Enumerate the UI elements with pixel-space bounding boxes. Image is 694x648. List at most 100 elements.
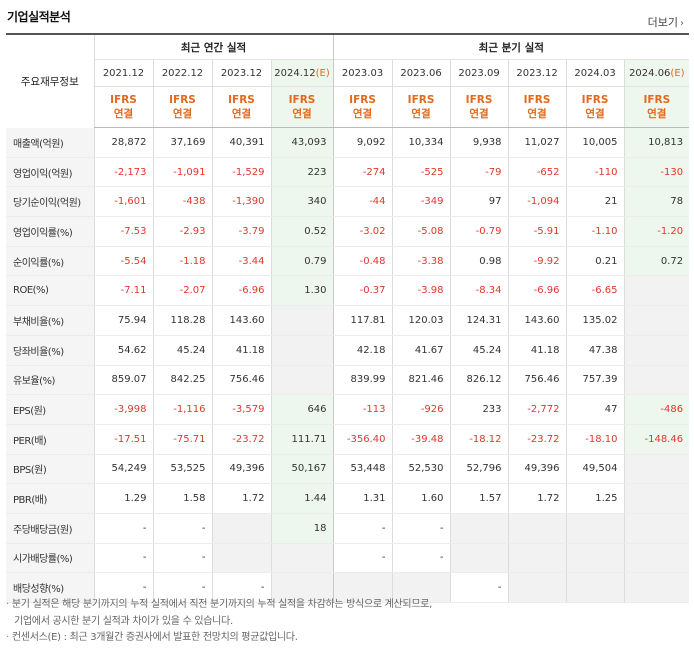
table-cell: 135.02 <box>565 305 625 336</box>
table-cell: -486 <box>623 394 690 425</box>
table-cell: 10,005 <box>565 127 625 158</box>
ifrs-cell: IFRS 연결 <box>152 86 212 128</box>
table-cell: -3.79 <box>211 216 271 247</box>
table-cell: -8.34 <box>449 275 509 307</box>
table-cell: - <box>93 512 153 544</box>
table-cell: - <box>152 512 212 544</box>
table-cell: -6.96 <box>211 275 271 307</box>
table-cell: 117.81 <box>332 305 393 336</box>
table-cell <box>623 512 690 544</box>
table-cell: 11,027 <box>507 127 567 158</box>
header-group-row: 주요재무정보 최근 연간 실적 최근 분기 실적 <box>6 33 690 128</box>
table-cell: -1,601 <box>93 186 153 218</box>
more-link[interactable]: 더보기 › <box>648 14 684 30</box>
table-cell: -5.91 <box>507 216 567 247</box>
table-cell: 53,448 <box>332 454 393 485</box>
period-header: 2023.12 <box>211 59 271 87</box>
table-cell: - <box>93 572 153 603</box>
table-row: 시가배당률(%) - - - - <box>6 543 690 574</box>
table-cell: - <box>391 543 451 574</box>
period-header: 2024.03 <box>565 59 625 87</box>
row-label: PBR(배) <box>6 483 94 514</box>
table-cell: -3,998 <box>93 394 153 425</box>
period-header: 2023.09 <box>449 59 509 87</box>
table-row: PER(배) -17.51 -75.71 -23.72 111.71 -356.40 -39… <box>6 424 690 455</box>
table-cell: 124.31 <box>449 305 509 336</box>
table-cell <box>623 365 690 396</box>
row-label: 유보율(%) <box>6 365 94 396</box>
table-cell: 1.31 <box>332 483 393 514</box>
table-cell: - <box>152 543 212 574</box>
section-title: 기업실적분석 <box>7 10 71 24</box>
table-cell: 37,169 <box>152 127 212 158</box>
table-cell <box>507 543 567 574</box>
table-cell: 143.60 <box>211 305 271 336</box>
table-cell: 143.60 <box>507 305 567 336</box>
table-cell: 49,396 <box>211 454 271 485</box>
table-cell: -148.46 <box>623 424 690 455</box>
table-cell: 78 <box>623 186 690 218</box>
table-row: 순이익률(%) -5.54 -1.18 -3.44 0.79 -0.48 -3.38 0.98… <box>6 246 690 277</box>
table-cell: -18.10 <box>565 424 625 455</box>
table-cell: 118.28 <box>152 305 212 336</box>
row-label: EPS(원) <box>6 394 94 425</box>
row-label: BPS(원) <box>6 454 94 485</box>
table-cell: -113 <box>332 394 393 425</box>
table-cell: 859.07 <box>93 365 153 396</box>
table-row: 당좌비율(%) 54.62 45.24 41.18 42.18 41.67 45.24 41.… <box>6 335 690 366</box>
period-header: 2024.06(E) <box>623 59 690 87</box>
table-row: BPS(원) 54,249 53,525 49,396 50,167 53,448 52,5… <box>6 454 690 485</box>
table-cell <box>270 305 334 336</box>
row-label: 주당배당금(원) <box>6 512 94 544</box>
table-cell: 10,334 <box>391 127 451 158</box>
chevron-right-icon: › <box>680 18 684 29</box>
table-cell: 120.03 <box>391 305 451 336</box>
table-cell: 21 <box>565 186 625 218</box>
table-cell: 842.25 <box>152 365 212 396</box>
period-header: 2023.03 <box>332 59 393 87</box>
table-cell: - <box>449 572 509 603</box>
table-cell: -3.38 <box>391 246 451 277</box>
table-cell: 54.62 <box>93 335 153 366</box>
annual-group-header: 최근 연간 실적 <box>93 33 334 60</box>
ifrs-cell: IFRS 연결 <box>565 86 625 128</box>
table-cell: 10,813 <box>623 127 690 158</box>
table-cell: -7.53 <box>93 216 153 247</box>
ifrs-cell: IFRS 연결 <box>449 86 509 128</box>
table-cell: - <box>332 543 393 574</box>
table-cell: -525 <box>391 157 451 188</box>
row-label: PER(배) <box>6 424 94 455</box>
table-cell: -6.65 <box>565 275 625 307</box>
table-cell: -1.18 <box>152 246 212 277</box>
table-cell: -438 <box>152 186 212 218</box>
table-cell: 43,093 <box>270 127 334 158</box>
table-cell <box>391 572 451 603</box>
row-label: 매출액(억원) <box>6 127 94 158</box>
table-cell: -1,529 <box>211 157 271 188</box>
corner-header: 주요재무정보 <box>6 33 94 128</box>
table-cell: -79 <box>449 157 509 188</box>
table-cell: 97 <box>449 186 509 218</box>
table-cell: 1.30 <box>270 275 334 307</box>
table-cell: 1.58 <box>152 483 212 514</box>
table-row: 부채비율(%) 75.94 118.28 143.60 117.81 120.03 124.… <box>6 305 690 336</box>
table-cell: - <box>93 543 153 574</box>
table-cell: -6.96 <box>507 275 567 307</box>
table-cell: -0.48 <box>332 246 393 277</box>
table-cell: 0.72 <box>623 246 690 277</box>
table-cell: 9,938 <box>449 127 509 158</box>
table-cell <box>565 512 625 544</box>
table-cell: -652 <box>507 157 567 188</box>
period-header: 2022.12 <box>152 59 212 87</box>
table-cell: 1.57 <box>449 483 509 514</box>
table-cell: 47 <box>565 394 625 425</box>
table-cell: 50,167 <box>270 454 334 485</box>
table-cell: 41.18 <box>211 335 271 366</box>
table-cell: 821.46 <box>391 365 451 396</box>
table-cell: 1.44 <box>270 483 334 514</box>
table-cell: 233 <box>449 394 509 425</box>
table-cell: -18.12 <box>449 424 509 455</box>
table-cell: -926 <box>391 394 451 425</box>
period-header: 2023.06 <box>391 59 451 87</box>
table-cell <box>623 305 690 336</box>
